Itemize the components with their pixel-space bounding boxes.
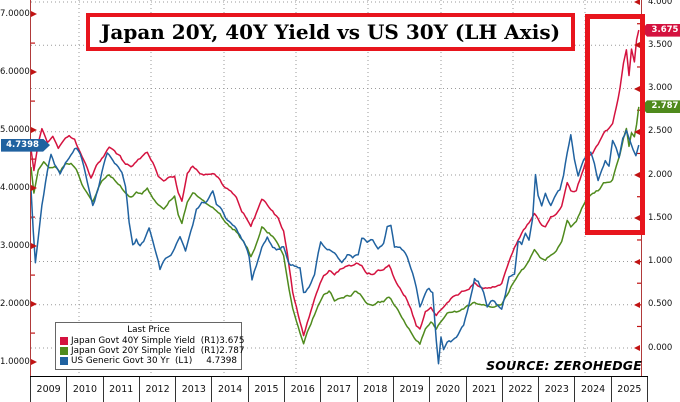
right-axis-tick-arrow-icon bbox=[634, 42, 640, 49]
left-axis-tick-arrow-icon bbox=[31, 359, 37, 365]
left-axis-tick-label: 2.0000 bbox=[0, 298, 30, 309]
chart-canvas bbox=[31, 0, 641, 376]
year-label: 2018 bbox=[358, 377, 394, 402]
year-label: 2017 bbox=[321, 377, 358, 402]
legend-title: Last Price bbox=[127, 325, 170, 335]
left-axis-tick-label: 5.0000 bbox=[0, 124, 30, 135]
year-label: 2021 bbox=[467, 377, 503, 402]
left-axis-tick-arrow-icon bbox=[31, 11, 37, 17]
right-minor-tick bbox=[637, 23, 641, 25]
series-line-japan20y bbox=[31, 106, 640, 345]
last-price-badge: 2.787 bbox=[641, 100, 680, 114]
right-axis-tick-label: 0.000 bbox=[648, 342, 673, 353]
left-minor-tick bbox=[31, 274, 35, 276]
source-credit: SOURCE: ZEROHEDGE bbox=[486, 358, 642, 373]
year-label: 2012 bbox=[140, 377, 177, 402]
last-price-badge: 3.675 bbox=[641, 23, 680, 37]
left-axis-tick-arrow-icon bbox=[31, 69, 37, 75]
legend-swatch-icon bbox=[60, 337, 68, 345]
right-axis-tick-label: 1.500 bbox=[648, 212, 673, 223]
last-price-badge: 4.7398 bbox=[1, 138, 50, 152]
right-axis-tick-label: 0.500 bbox=[648, 299, 673, 310]
right-minor-tick bbox=[637, 325, 641, 328]
left-axis-tick-arrow-icon bbox=[31, 185, 37, 191]
right-axis-tick-arrow-icon bbox=[634, 0, 640, 5]
year-label: 2024 bbox=[575, 377, 612, 402]
series-line-us30y bbox=[31, 129, 640, 365]
year-label: 2015 bbox=[249, 377, 286, 402]
left-minor-tick bbox=[31, 332, 35, 334]
left-axis-tick-arrow-icon bbox=[31, 127, 37, 133]
right-axis-tick-arrow-icon bbox=[634, 128, 640, 135]
left-minor-tick bbox=[31, 42, 35, 44]
year-label: 2022 bbox=[503, 377, 540, 402]
legend-value: 2.787 bbox=[219, 346, 245, 356]
legend-swatch-icon bbox=[60, 347, 68, 355]
right-minor-tick bbox=[637, 282, 641, 284]
right-axis-tick-arrow-icon bbox=[634, 215, 640, 222]
chart-title-box: Japan 20Y, 40Y Yield vs US 30Y (LH Axis) bbox=[86, 13, 575, 51]
legend-value: 4.7398 bbox=[206, 356, 237, 366]
year-label: 2020 bbox=[430, 377, 467, 402]
highlight-rectangle bbox=[585, 14, 645, 235]
year-label: 2010 bbox=[67, 377, 104, 402]
x-axis-years: 2009 2010 2011 2012 2013 2014 2015 2016 2017 2018… bbox=[30, 376, 649, 402]
year-label: 2019 bbox=[394, 377, 431, 402]
chart-title: Japan 20Y, 40Y Yield vs US 30Y (LH Axis) bbox=[100, 20, 561, 44]
left-axis-tick-label: 3.0000 bbox=[0, 240, 30, 251]
legend-item: Japan Govt 40Y Simple Yield (R1) 3.675 bbox=[60, 336, 244, 346]
year-label: 2016 bbox=[285, 377, 322, 402]
year-label: 2009 bbox=[30, 377, 68, 402]
right-minor-tick bbox=[637, 196, 641, 198]
legend-value: 3.675 bbox=[219, 336, 245, 346]
right-axis-tick-arrow-icon bbox=[634, 85, 640, 92]
right-minor-tick bbox=[637, 152, 641, 155]
right-axis-tick-label: 3.000 bbox=[648, 83, 673, 93]
right-axis-tick-label: 1.000 bbox=[648, 256, 673, 266]
legend-rows: Japan Govt 40Y Simple Yield (R1) 3.675 J… bbox=[60, 336, 244, 366]
right-axis-tick-arrow-icon bbox=[634, 172, 640, 178]
legend-label: US Generic Govt 30 Yr (L1) bbox=[71, 356, 193, 366]
left-axis-tick-label: 1.0000 bbox=[0, 356, 30, 367]
right-axis-tick-label: 2.500 bbox=[648, 126, 673, 137]
right-axis-tick-arrow-icon bbox=[634, 301, 640, 308]
year-label: 2014 bbox=[212, 377, 249, 402]
plot-area bbox=[30, 0, 642, 376]
left-minor-tick bbox=[31, 100, 35, 102]
legend: Last Price Japan Govt 40Y Simple Yield (… bbox=[55, 322, 244, 370]
right-minor-tick bbox=[637, 66, 641, 68]
left-axis-tick-label: 7.0000 bbox=[0, 8, 30, 19]
left-axis-tick-arrow-icon bbox=[31, 243, 37, 249]
right-axis-tick-label: 2.000 bbox=[648, 169, 673, 180]
year-label: 2023 bbox=[539, 377, 576, 402]
left-axis-tick-label: 4.0000 bbox=[0, 182, 30, 193]
left-axis-tick-arrow-icon bbox=[31, 301, 37, 307]
right-axis-tick-arrow-icon bbox=[634, 258, 640, 265]
right-axis-tick-arrow-icon bbox=[634, 345, 640, 351]
year-label: 2013 bbox=[176, 377, 213, 402]
right-axis-tick-label: 3.500 bbox=[648, 39, 673, 50]
right-minor-tick bbox=[637, 239, 641, 241]
year-label: 2025 bbox=[612, 377, 649, 402]
right-axis-tick-label: 4.000 bbox=[648, 0, 673, 7]
legend-label: Japan Govt 20Y Simple Yield (R1) bbox=[71, 346, 220, 356]
left-axis-tick-label: 6.0000 bbox=[0, 66, 30, 77]
legend-swatch-icon bbox=[60, 357, 68, 365]
year-label: 2011 bbox=[104, 377, 140, 402]
legend-item: US Generic Govt 30 Yr (L1) 4.7398 bbox=[60, 356, 237, 366]
legend-item: Japan Govt 20Y Simple Yield (R1) 2.787 bbox=[60, 346, 244, 356]
legend-label: Japan Govt 40Y Simple Yield (R1) bbox=[71, 336, 220, 346]
series-line-japan40y bbox=[31, 29, 640, 337]
